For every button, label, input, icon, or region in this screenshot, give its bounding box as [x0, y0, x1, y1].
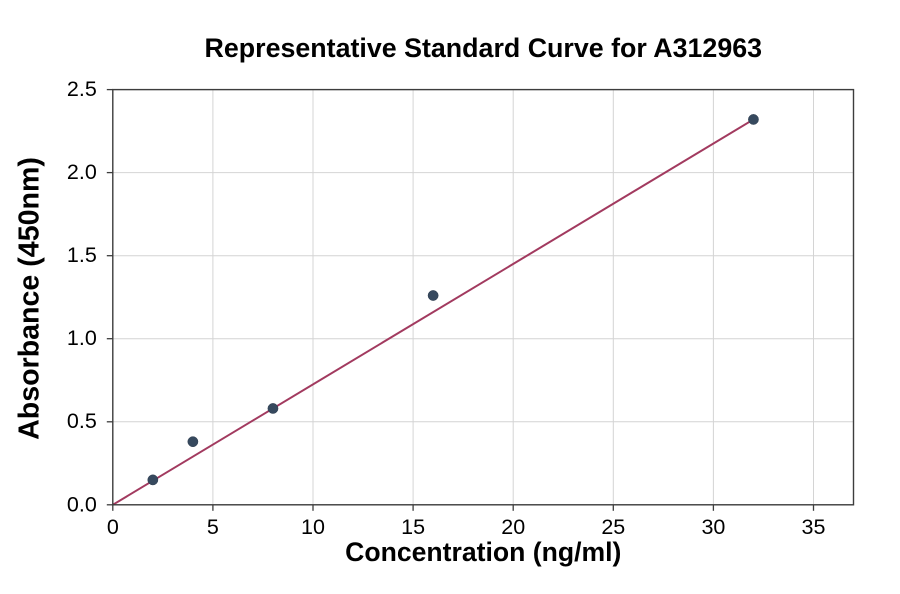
svg-text:15: 15: [401, 515, 425, 539]
svg-text:2.5: 2.5: [67, 77, 97, 101]
svg-text:0: 0: [107, 515, 119, 539]
svg-text:20: 20: [501, 515, 525, 539]
svg-text:1.0: 1.0: [67, 326, 97, 350]
svg-text:2.0: 2.0: [67, 160, 97, 184]
svg-text:5: 5: [207, 515, 219, 539]
svg-text:10: 10: [301, 515, 325, 539]
svg-text:25: 25: [601, 515, 625, 539]
svg-text:30: 30: [701, 515, 725, 539]
svg-text:0.5: 0.5: [67, 409, 97, 433]
svg-text:1.5: 1.5: [67, 243, 97, 267]
svg-text:35: 35: [802, 515, 826, 539]
svg-text:0.0: 0.0: [67, 492, 97, 516]
